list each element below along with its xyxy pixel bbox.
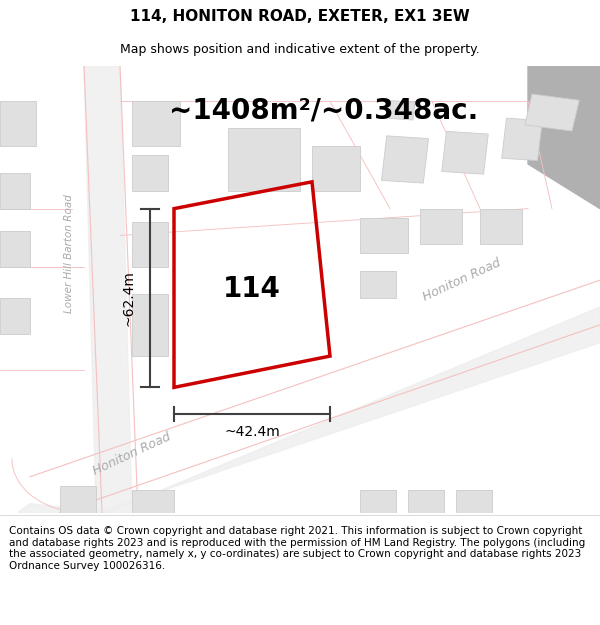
Bar [408, 490, 444, 512]
Text: 114: 114 [223, 275, 281, 303]
Polygon shape [389, 101, 415, 120]
Text: ~62.4m: ~62.4m [121, 270, 135, 326]
Bar [0, 101, 36, 146]
Polygon shape [18, 307, 600, 521]
Bar [132, 222, 168, 267]
Bar [132, 490, 174, 512]
Text: Lower Hill Barton Road: Lower Hill Barton Road [64, 194, 74, 312]
Text: Map shows position and indicative extent of the property.: Map shows position and indicative extent… [120, 42, 480, 56]
Text: 114, HONITON ROAD, EXETER, EX1 3EW: 114, HONITON ROAD, EXETER, EX1 3EW [130, 9, 470, 24]
Bar [312, 146, 360, 191]
Bar [132, 294, 168, 356]
Polygon shape [84, 66, 132, 512]
Bar [420, 209, 462, 244]
Polygon shape [382, 136, 428, 183]
Bar [0, 173, 30, 209]
Polygon shape [502, 118, 542, 161]
Bar [456, 490, 492, 512]
Bar [480, 209, 522, 244]
Bar [228, 128, 300, 191]
Bar [132, 101, 180, 146]
Text: Honiton Road: Honiton Road [91, 431, 173, 478]
Text: ~42.4m: ~42.4m [224, 426, 280, 439]
Polygon shape [528, 66, 600, 209]
Polygon shape [442, 131, 488, 174]
Text: Honiton Road: Honiton Road [421, 256, 503, 304]
Text: Contains OS data © Crown copyright and database right 2021. This information is : Contains OS data © Crown copyright and d… [9, 526, 585, 571]
Text: ~1408m²/~0.348ac.: ~1408m²/~0.348ac. [169, 96, 479, 124]
Bar [60, 486, 96, 512]
Bar [0, 231, 30, 267]
Polygon shape [525, 94, 579, 131]
Bar [360, 217, 408, 253]
Bar [360, 271, 396, 298]
Bar [132, 155, 168, 191]
Bar [0, 298, 30, 334]
Bar [360, 490, 396, 512]
